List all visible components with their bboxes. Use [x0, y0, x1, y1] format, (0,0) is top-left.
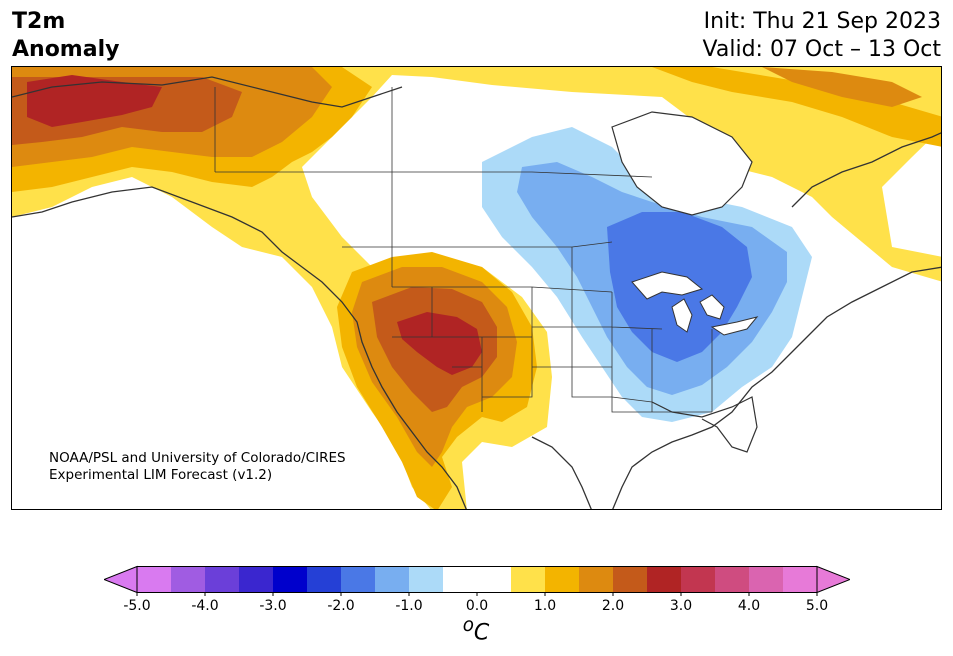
colorbar-bin	[647, 566, 682, 593]
colorbar-bin	[375, 566, 410, 593]
political-boundaries	[214, 87, 713, 413]
colorbar-bin	[579, 566, 614, 593]
colorbar-bin	[137, 566, 172, 593]
hudson-bay	[611, 111, 753, 216]
colorbar-tick-label: 4.0	[737, 598, 761, 614]
colorbar-bin	[613, 566, 648, 593]
colorbar-bin	[681, 566, 716, 593]
colorbar-bin	[477, 566, 512, 593]
colorbar-tick-label: -3.0	[259, 598, 287, 614]
credit-line-1: NOAA/PSL and University of Colorado/CIRE…	[49, 450, 346, 466]
colorbar-tick-label: 2.0	[601, 598, 625, 614]
colorbar-bin	[511, 566, 546, 593]
colorbar-bin	[443, 566, 478, 593]
forecast-dates: Init: Thu 21 Sep 2023 Valid: 07 Oct – 13…	[703, 8, 941, 64]
valid-range: Valid: 07 Oct – 13 Oct	[702, 37, 941, 62]
colorbar-bin	[783, 566, 818, 593]
colorbar-extend-high	[816, 565, 852, 594]
colorbar-svg	[102, 565, 852, 598]
colorbar-bin	[749, 566, 784, 593]
colorbar-bin	[715, 566, 750, 593]
colorbar-tick-label: 0.0	[465, 598, 489, 614]
colorbar-tick-label: -4.0	[191, 598, 219, 614]
anomaly-zone-warm-4	[12, 77, 497, 412]
colorbar-bin	[273, 566, 308, 593]
colorbar-extend-low	[102, 565, 138, 594]
colorbar-bin	[545, 566, 580, 593]
colorbar-tick-label: 5.0	[805, 598, 829, 614]
florida-coast	[651, 396, 758, 453]
map-title: T2m Anomaly	[12, 8, 119, 64]
map-canvas	[12, 67, 941, 509]
colorbar-tick-label: -5.0	[123, 598, 151, 614]
colorbar-bin	[307, 566, 342, 593]
credit-line-2: Experimental LIM Forecast (v1.2)	[49, 467, 273, 483]
credit-text: NOAA/PSL and University of Colorado/CIRE…	[49, 450, 346, 484]
colorbar	[102, 563, 852, 600]
anomaly-zone-warm-5	[27, 75, 482, 375]
unit-letter: C	[473, 620, 490, 646]
anomaly-map: NOAA/PSL and University of Colorado/CIRE…	[11, 66, 942, 510]
colorbar-bin	[239, 566, 274, 593]
colorbar-unit: oC	[463, 615, 490, 645]
colorbar-tick-label: 3.0	[669, 598, 693, 614]
colorbar-bin	[341, 566, 376, 593]
init-date: Init: Thu 21 Sep 2023	[703, 9, 941, 34]
coastline	[12, 76, 941, 509]
title-variable-line1: T2m	[12, 9, 66, 34]
colorbar-tick-label: 1.0	[533, 598, 557, 614]
title-variable-line2: Anomaly	[12, 37, 120, 62]
colorbar-tick-label: -2.0	[327, 598, 355, 614]
colorbar-bin	[409, 566, 444, 593]
great-lakes	[631, 271, 759, 336]
colorbar-tick-label: -1.0	[395, 598, 423, 614]
unit-degree: o	[462, 615, 474, 636]
colorbar-bin	[205, 566, 240, 593]
colorbar-bin	[171, 566, 206, 593]
